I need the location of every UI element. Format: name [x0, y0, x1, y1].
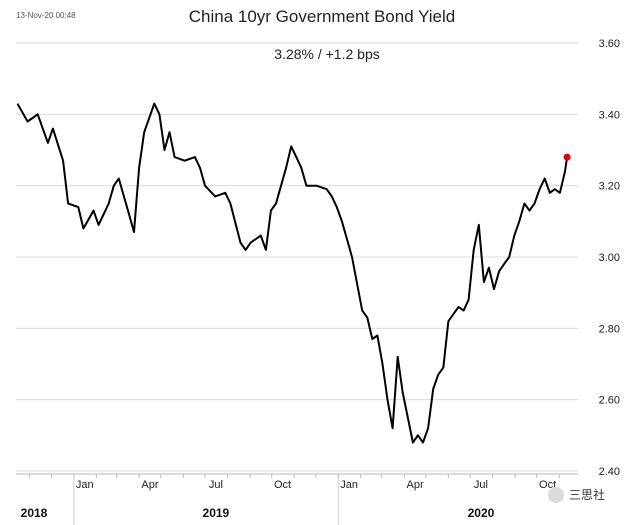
x-tick-label: Jan — [76, 479, 94, 491]
y-tick-label: 2.60 — [599, 395, 620, 407]
x-year-label: 2018 — [21, 506, 48, 520]
series-layer — [16, 102, 571, 444]
y-tick-label: 2.80 — [599, 323, 620, 335]
x-tick-label: Jul — [209, 479, 223, 491]
x-tick-label: Oct — [539, 479, 556, 491]
x-tick-label: Jan — [340, 479, 358, 491]
x-year-label: 2019 — [203, 506, 230, 520]
timestamp: 13-Nov-20 00:48 — [16, 11, 76, 20]
x-axis: Jan Apr Jul Oct Jan Apr Jul Oct 2018 2019 2020 — [16, 473, 578, 525]
x-year-label: 2020 — [468, 506, 495, 520]
x-tick-label: Apr — [406, 479, 423, 491]
x-tick-label: Apr — [141, 479, 158, 491]
chart-subtitle: 3.28% / +1.2 bps — [274, 46, 379, 62]
watermark-text: 三思社 — [569, 487, 605, 502]
chart-title: China 10yr Government Bond Yield — [189, 7, 456, 26]
y-axis-tick-labels: 2.40 2.60 2.80 3.00 3.20 3.40 3.60 — [599, 38, 620, 478]
x-tick-label: Oct — [274, 479, 291, 491]
last-value-marker — [563, 153, 571, 161]
wechat-icon — [548, 487, 564, 503]
watermark: 三思社 — [548, 487, 605, 503]
gridlines — [16, 42, 578, 472]
x-tick-label: Jul — [474, 479, 488, 491]
y-tick-label: 3.40 — [599, 109, 620, 121]
series-line — [16, 102, 569, 444]
y-tick-label: 3.00 — [599, 252, 620, 264]
y-tick-label: 3.60 — [599, 38, 620, 50]
y-tick-label: 3.20 — [599, 181, 620, 193]
y-tick-label: 2.40 — [599, 466, 620, 478]
